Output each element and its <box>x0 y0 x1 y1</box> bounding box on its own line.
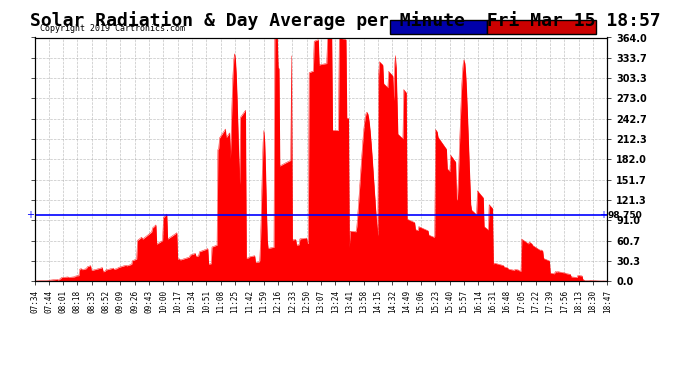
Text: 98.750: 98.750 <box>607 211 642 220</box>
Text: Median  (w/m2): Median (w/m2) <box>401 22 476 32</box>
Text: Solar Radiation & Day Average per Minute  Fri Mar 15 18:57: Solar Radiation & Day Average per Minute… <box>30 11 660 30</box>
Text: Radiation  (w/m2): Radiation (w/m2) <box>495 22 587 32</box>
Text: Copyright 2019 Cartronics.com: Copyright 2019 Cartronics.com <box>40 24 185 33</box>
FancyBboxPatch shape <box>390 21 487 34</box>
FancyBboxPatch shape <box>487 21 595 34</box>
Text: +: + <box>26 210 34 220</box>
Text: +: + <box>599 210 607 220</box>
